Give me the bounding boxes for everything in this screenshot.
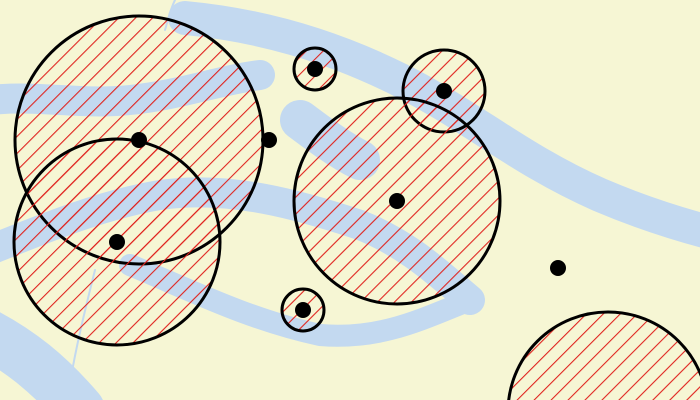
point [550,260,566,276]
point [131,132,147,148]
point [307,61,323,77]
points [109,61,566,318]
point [389,193,405,209]
buffer-circle [507,310,700,400]
point [109,234,125,250]
river [0,312,103,400]
point [261,132,277,148]
point [436,83,452,99]
river [168,1,700,248]
point [295,302,311,318]
